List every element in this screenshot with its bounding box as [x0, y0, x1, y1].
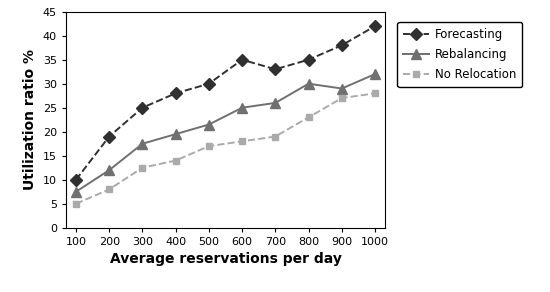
Rebalancing [338, 87, 345, 90]
Rebalancing [372, 72, 378, 76]
Line: Forecasting: Forecasting [72, 22, 379, 184]
Forecasting [206, 82, 212, 86]
Rebalancing [272, 101, 279, 105]
No Relocation [305, 116, 312, 119]
Forecasting [338, 44, 345, 47]
Legend: Forecasting, Rebalancing, No Relocation: Forecasting, Rebalancing, No Relocation [397, 22, 522, 87]
Forecasting [239, 58, 245, 61]
Forecasting [172, 92, 179, 95]
Rebalancing [239, 106, 245, 110]
Forecasting [272, 67, 279, 71]
X-axis label: Average reservations per day: Average reservations per day [109, 252, 342, 266]
Forecasting [73, 178, 79, 182]
Rebalancing [106, 168, 113, 172]
No Relocation [172, 159, 179, 162]
Rebalancing [305, 82, 312, 86]
Rebalancing [73, 190, 79, 194]
Rebalancing [139, 142, 146, 145]
Line: Rebalancing: Rebalancing [71, 69, 380, 197]
No Relocation [206, 144, 212, 148]
No Relocation [239, 140, 245, 143]
Forecasting [106, 135, 113, 138]
No Relocation [106, 187, 113, 191]
No Relocation [73, 202, 79, 206]
No Relocation [338, 96, 345, 100]
Rebalancing [172, 132, 179, 136]
No Relocation [272, 135, 279, 138]
No Relocation [139, 166, 146, 169]
Line: No Relocation: No Relocation [73, 90, 378, 207]
Forecasting [305, 58, 312, 61]
Forecasting [139, 106, 146, 110]
No Relocation [372, 92, 378, 95]
Rebalancing [206, 123, 212, 126]
Forecasting [372, 24, 378, 28]
Y-axis label: Utilization ratio %: Utilization ratio % [23, 49, 37, 190]
